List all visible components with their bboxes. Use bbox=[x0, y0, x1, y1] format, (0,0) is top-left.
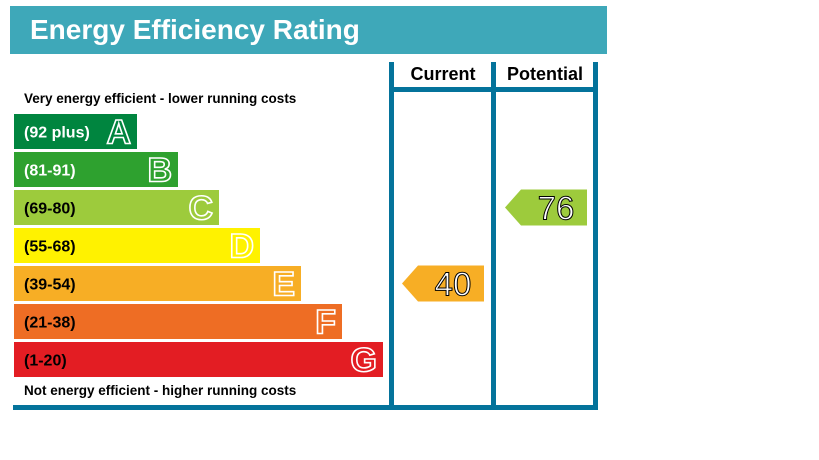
band-d-letter: D bbox=[229, 228, 254, 266]
band-g-bar bbox=[14, 342, 383, 377]
band-c: (69-80) C bbox=[14, 189, 219, 228]
column-header-underline bbox=[389, 87, 598, 92]
frame-divider-left bbox=[389, 62, 394, 410]
band-d: (55-68) D bbox=[14, 227, 260, 266]
band-e: (39-54) E bbox=[14, 265, 301, 304]
frame-right-line bbox=[593, 62, 598, 410]
band-c-bar bbox=[14, 190, 219, 225]
band-a-bar bbox=[14, 114, 137, 149]
title-banner bbox=[10, 6, 607, 54]
potential-column-header: Potential bbox=[507, 64, 583, 84]
top-caption: Very energy efficient - lower running co… bbox=[24, 91, 296, 106]
band-e-bar bbox=[14, 266, 301, 301]
potential-rating-value: 76 bbox=[538, 190, 575, 227]
chart-title: Energy Efficiency Rating bbox=[30, 14, 360, 45]
band-a: (92 plus) A bbox=[14, 113, 137, 152]
band-b-bar bbox=[14, 152, 178, 187]
potential-rating-arrow: 76 bbox=[505, 189, 587, 227]
frame-bottom-line bbox=[13, 405, 598, 410]
band-b-range: (81-91) bbox=[24, 163, 76, 180]
band-g-range: (1-20) bbox=[24, 353, 67, 370]
band-e-range: (39-54) bbox=[24, 277, 76, 294]
band-e-letter: E bbox=[272, 266, 295, 304]
band-f-range: (21-38) bbox=[24, 315, 76, 332]
band-a-letter: A bbox=[106, 114, 131, 152]
band-f-bar bbox=[14, 304, 342, 339]
band-c-range: (69-80) bbox=[24, 201, 76, 218]
band-c-letter: C bbox=[188, 190, 213, 228]
band-b-letter: B bbox=[147, 152, 172, 190]
band-f: (21-38) F bbox=[14, 303, 342, 342]
rating-arrows: 40 76 bbox=[402, 189, 587, 303]
current-rating-value: 40 bbox=[435, 266, 472, 303]
band-d-bar bbox=[14, 228, 260, 263]
rating-bands: (92 plus) A(81-91) B(69-80) C(55-68) D(39-54… bbox=[14, 113, 383, 380]
band-f-letter: F bbox=[315, 304, 336, 342]
bottom-caption: Not energy efficient - higher running co… bbox=[24, 383, 296, 398]
band-g-letter: G bbox=[351, 342, 377, 380]
frame-divider-middle bbox=[491, 62, 496, 410]
band-d-range: (55-68) bbox=[24, 239, 76, 256]
chart-frame bbox=[13, 62, 598, 410]
current-rating-arrow: 40 bbox=[402, 265, 484, 303]
band-g: (1-20) G bbox=[14, 341, 383, 380]
band-a-range: (92 plus) bbox=[24, 125, 90, 142]
current-column-header: Current bbox=[410, 64, 475, 84]
current-rating-arrow-shape bbox=[402, 265, 484, 302]
band-b: (81-91) B bbox=[14, 151, 178, 190]
potential-rating-arrow-shape bbox=[505, 189, 587, 226]
